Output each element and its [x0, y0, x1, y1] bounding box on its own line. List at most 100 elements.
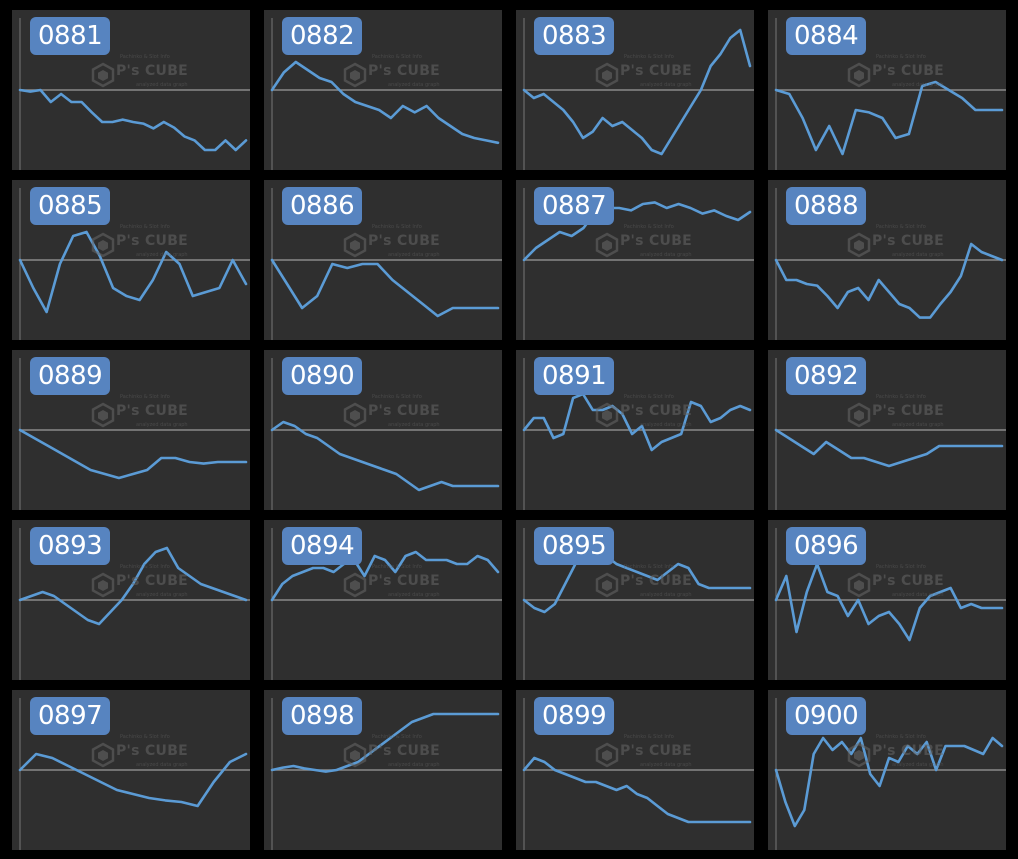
chart-title-badge: 0888: [786, 187, 867, 225]
chart-title-badge: 0900: [786, 697, 867, 735]
cube-logo-icon: [343, 62, 367, 88]
chart-svg: [270, 528, 502, 680]
watermark-tagline: Pachinko & Slot Info: [876, 224, 926, 230]
watermark-tagline: Pachinko & Slot Info: [120, 734, 170, 740]
chart-title-badge: 0894: [282, 527, 363, 565]
watermark-brand: P's CUBE: [368, 573, 441, 589]
watermark-tagline: Pachinko & Slot Info: [372, 54, 422, 60]
watermark-brand: P's CUBE: [620, 403, 693, 419]
chart-svg: [270, 358, 502, 510]
chart-panel-0894: Pachinko & Slot Info P's CUBE analyzed dat…: [264, 520, 502, 680]
series-line: [522, 392, 752, 452]
watermark-sub: analyzed data graph: [388, 252, 440, 258]
watermark-tagline: Pachinko & Slot Info: [372, 394, 422, 400]
watermark: Pachinko & Slot Info P's CUBE analyzed dat…: [594, 564, 714, 614]
watermark-sub: analyzed data graph: [136, 252, 188, 258]
chart-panel-0889: Pachinko & Slot Info P's CUBE analyzed dat…: [12, 350, 250, 510]
chart-svg: [270, 188, 502, 340]
chart-panel-0887: Pachinko & Slot Info P's CUBE analyzed dat…: [516, 180, 754, 340]
watermark-brand: P's CUBE: [116, 573, 189, 589]
chart-panel-0882: Pachinko & Slot Info P's CUBE analyzed dat…: [264, 10, 502, 170]
series-line: [522, 538, 752, 614]
watermark-sub: analyzed data graph: [640, 82, 692, 88]
cube-logo-icon: [847, 402, 871, 428]
chart-svg: [522, 528, 754, 680]
chart-title-badge: 0885: [30, 187, 111, 225]
series-line: [270, 550, 500, 602]
series-line: [18, 546, 248, 626]
series-line: [774, 428, 1004, 468]
chart-svg: [270, 18, 502, 170]
series-line: [270, 420, 500, 492]
series-line: [18, 428, 248, 480]
cube-logo-icon: [595, 62, 619, 88]
watermark: Pachinko & Slot Info P's CUBE analyzed dat…: [846, 394, 966, 444]
watermark-brand: P's CUBE: [116, 63, 189, 79]
chart-svg: [522, 358, 754, 510]
cube-logo-icon: [343, 232, 367, 258]
watermark-sub: analyzed data graph: [640, 592, 692, 598]
chart-panel-0888: Pachinko & Slot Info P's CUBE analyzed dat…: [768, 180, 1006, 340]
chart-svg: [18, 188, 250, 340]
watermark: Pachinko & Slot Info P's CUBE analyzed dat…: [342, 54, 462, 104]
chart-svg: [18, 698, 250, 850]
watermark: Pachinko & Slot Info P's CUBE analyzed dat…: [846, 54, 966, 104]
cube-logo-icon: [343, 742, 367, 768]
watermark-sub: analyzed data graph: [640, 762, 692, 768]
chart-svg: [774, 358, 1006, 510]
chart-panel-0900: Pachinko & Slot Info P's CUBE analyzed dat…: [768, 690, 1006, 850]
watermark-tagline: Pachinko & Slot Info: [120, 54, 170, 60]
watermark-brand: P's CUBE: [872, 743, 945, 759]
series-line: [522, 201, 752, 262]
cube-logo-icon: [343, 402, 367, 428]
cube-logo-icon: [595, 572, 619, 598]
watermark: Pachinko & Slot Info P's CUBE analyzed dat…: [342, 734, 462, 784]
chart-title-badge: 0889: [30, 357, 111, 395]
chart-panel-0886: Pachinko & Slot Info P's CUBE analyzed dat…: [264, 180, 502, 340]
watermark-sub: analyzed data graph: [136, 762, 188, 768]
watermark-sub: analyzed data graph: [136, 82, 188, 88]
watermark-sub: analyzed data graph: [892, 762, 944, 768]
watermark-brand: P's CUBE: [368, 743, 441, 759]
chart-title-badge: 0891: [534, 357, 615, 395]
watermark-brand: P's CUBE: [116, 743, 189, 759]
cube-logo-icon: [91, 62, 115, 88]
watermark-tagline: Pachinko & Slot Info: [120, 564, 170, 570]
chart-svg: [18, 528, 250, 680]
watermark-sub: analyzed data graph: [136, 422, 188, 428]
series-line: [270, 258, 500, 318]
series-line: [774, 736, 1004, 828]
chart-title-badge: 0899: [534, 697, 615, 735]
chart-title-badge: 0898: [282, 697, 363, 735]
chart-title-badge: 0886: [282, 187, 363, 225]
series-line: [270, 712, 500, 773]
cube-logo-icon: [91, 232, 115, 258]
watermark-sub: analyzed data graph: [388, 422, 440, 428]
watermark-tagline: Pachinko & Slot Info: [876, 564, 926, 570]
series-line: [522, 756, 752, 824]
watermark-brand: P's CUBE: [368, 63, 441, 79]
chart-panel-0897: Pachinko & Slot Info P's CUBE analyzed dat…: [12, 690, 250, 850]
cube-logo-icon: [343, 572, 367, 598]
chart-svg: [270, 698, 502, 850]
watermark-sub: analyzed data graph: [892, 82, 944, 88]
watermark-tagline: Pachinko & Slot Info: [624, 54, 674, 60]
chart-svg: [522, 698, 754, 850]
watermark: Pachinko & Slot Info P's CUBE analyzed dat…: [594, 734, 714, 784]
watermark: Pachinko & Slot Info P's CUBE analyzed dat…: [90, 564, 210, 614]
chart-panel-0895: Pachinko & Slot Info P's CUBE analyzed dat…: [516, 520, 754, 680]
series-line: [522, 28, 752, 156]
watermark-tagline: Pachinko & Slot Info: [876, 734, 926, 740]
chart-title-badge: 0897: [30, 697, 111, 735]
series-line: [774, 562, 1004, 642]
chart-svg: [774, 18, 1006, 170]
series-line: [774, 242, 1004, 319]
chart-title-badge: 0882: [282, 17, 363, 55]
watermark-sub: analyzed data graph: [388, 82, 440, 88]
watermark: Pachinko & Slot Info P's CUBE analyzed dat…: [90, 54, 210, 104]
series-line: [18, 88, 248, 152]
watermark-tagline: Pachinko & Slot Info: [372, 224, 422, 230]
chart-panel-0896: Pachinko & Slot Info P's CUBE analyzed dat…: [768, 520, 1006, 680]
chart-title-badge: 0881: [30, 17, 111, 55]
